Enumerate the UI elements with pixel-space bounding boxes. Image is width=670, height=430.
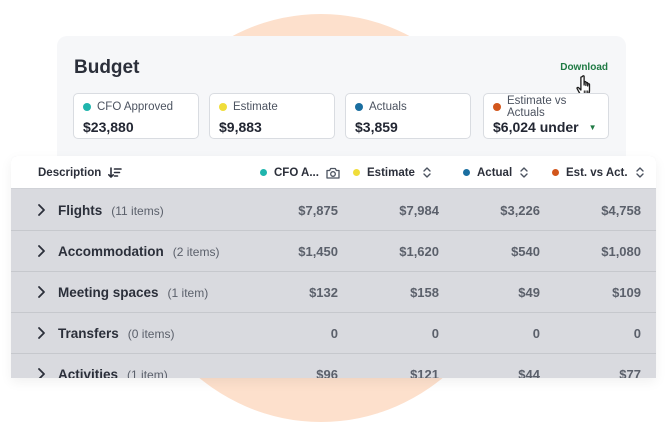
row-count: (0 items) (127, 326, 175, 341)
chevron-right-icon[interactable] (34, 367, 48, 378)
stat-value: $6,024 under (493, 119, 579, 135)
row-label: Transfers (0 items) (58, 313, 174, 354)
row-name: Flights (58, 203, 103, 218)
stat-estimate-vs-actuals[interactable]: Estimate vs Actuals $6,024 under ▼ (483, 93, 609, 139)
budget-card: Budget Download CFO Approved $23,880 Est… (57, 36, 626, 216)
estimate-cell: $1,620 (399, 244, 439, 259)
column-estimate[interactable]: Estimate (353, 156, 432, 189)
row-label: Flights (11 items) (58, 190, 164, 231)
row-label: Activities (1 item) (58, 354, 168, 378)
estimate-cell: $121 (410, 367, 439, 378)
table-row[interactable]: Accommodation (2 items) $1,450 $1,620 $5… (11, 231, 656, 272)
chevron-right-icon[interactable] (34, 203, 48, 217)
sort-toggle-icon[interactable] (519, 166, 529, 179)
actual-cell: 0 (532, 326, 540, 341)
cfo-approved-dot (83, 103, 91, 111)
column-description[interactable]: Description (38, 156, 123, 189)
stat-value: $9,883 (219, 119, 262, 135)
table-row[interactable]: Meeting spaces (1 item) $132 $158 $49 $1… (11, 272, 656, 313)
row-count: (1 item) (167, 285, 209, 300)
table-row[interactable]: Activities (1 item) $96 $121 $44 $77 (11, 354, 656, 378)
estimate-vs-actuals-dot (493, 103, 501, 111)
row-count: (11 items) (111, 203, 164, 218)
estimate-cell: $158 (410, 285, 439, 300)
stat-actuals: Actuals $3,859 (345, 93, 471, 139)
actuals-dot (355, 103, 363, 111)
estimate-dot (353, 169, 360, 176)
row-name: Accommodation (58, 244, 164, 259)
column-actual[interactable]: Actual (463, 156, 529, 189)
cfo-approved-cell: $1,450 (298, 244, 338, 259)
chevron-right-icon[interactable] (34, 326, 48, 340)
est-vs-act-cell: $1,080 (601, 244, 641, 259)
estimate-cell: 0 (431, 326, 439, 341)
row-count: (1 item) (127, 367, 168, 379)
sort-toggle-icon[interactable] (422, 166, 432, 179)
actual-cell: $49 (518, 285, 540, 300)
stat-label: Estimate (233, 101, 278, 113)
budget-table: Description CFO A... E (11, 156, 656, 378)
column-est-vs-act[interactable]: Est. vs Act. (552, 156, 645, 189)
estimate-dot (219, 103, 227, 111)
est-vs-act-cell: 0 (633, 326, 641, 341)
stat-cfo-approved: CFO Approved $23,880 (73, 93, 199, 139)
est-vs-act-cell: $109 (612, 285, 641, 300)
stat-value: $3,859 (355, 119, 398, 135)
row-label: Accommodation (2 items) (58, 231, 219, 272)
actual-cell: $540 (511, 244, 540, 259)
row-count: (2 items) (172, 244, 220, 259)
cfo-approved-cell: $132 (309, 285, 338, 300)
row-name: Transfers (58, 326, 119, 341)
stat-value: $23,880 (83, 119, 134, 135)
row-name: Activities (58, 367, 119, 378)
column-label: Est. vs Act. (566, 166, 628, 179)
cfo-approved-cell: $96 (316, 367, 338, 378)
table-row[interactable]: Transfers (0 items) 0 0 0 0 (11, 313, 656, 354)
row-label: Meeting spaces (1 item) (58, 272, 208, 313)
cfo-approved-dot (260, 169, 267, 176)
stat-label: Estimate vs Actuals (507, 95, 567, 119)
download-link[interactable]: Download (560, 62, 608, 73)
est-vs-act-cell: $77 (619, 367, 641, 378)
column-cfo-approved[interactable]: CFO A... (260, 156, 340, 189)
column-label: Estimate (367, 166, 415, 179)
est-vs-act-dot (552, 169, 559, 176)
stat-estimate: Estimate $9,883 (209, 93, 335, 139)
row-name: Meeting spaces (58, 285, 159, 300)
page-title: Budget (74, 57, 140, 78)
table-row[interactable]: Flights (11 items) $7,875 $7,984 $3,226 … (11, 190, 656, 231)
est-vs-act-cell: $4,758 (601, 203, 641, 218)
column-label: Description (38, 166, 102, 179)
estimate-cell: $7,984 (399, 203, 439, 218)
hand-pointer-icon (576, 75, 591, 98)
camera-icon[interactable] (326, 167, 340, 179)
cfo-approved-cell: 0 (330, 326, 338, 341)
column-label: Actual (477, 166, 513, 179)
cfo-approved-cell: $7,875 (298, 203, 338, 218)
caret-down-icon[interactable]: ▼ (588, 122, 597, 132)
actual-cell: $3,226 (500, 203, 540, 218)
chevron-right-icon[interactable] (34, 244, 48, 258)
actual-cell: $44 (518, 367, 540, 378)
stat-label: CFO Approved (97, 101, 174, 113)
table-header: Description CFO A... E (11, 156, 656, 189)
stat-label: Actuals (369, 101, 407, 113)
sort-icon[interactable] (108, 167, 123, 178)
chevron-right-icon[interactable] (34, 285, 48, 299)
column-label: CFO A... (274, 166, 319, 179)
actual-dot (463, 169, 470, 176)
sort-toggle-icon[interactable] (635, 166, 645, 179)
